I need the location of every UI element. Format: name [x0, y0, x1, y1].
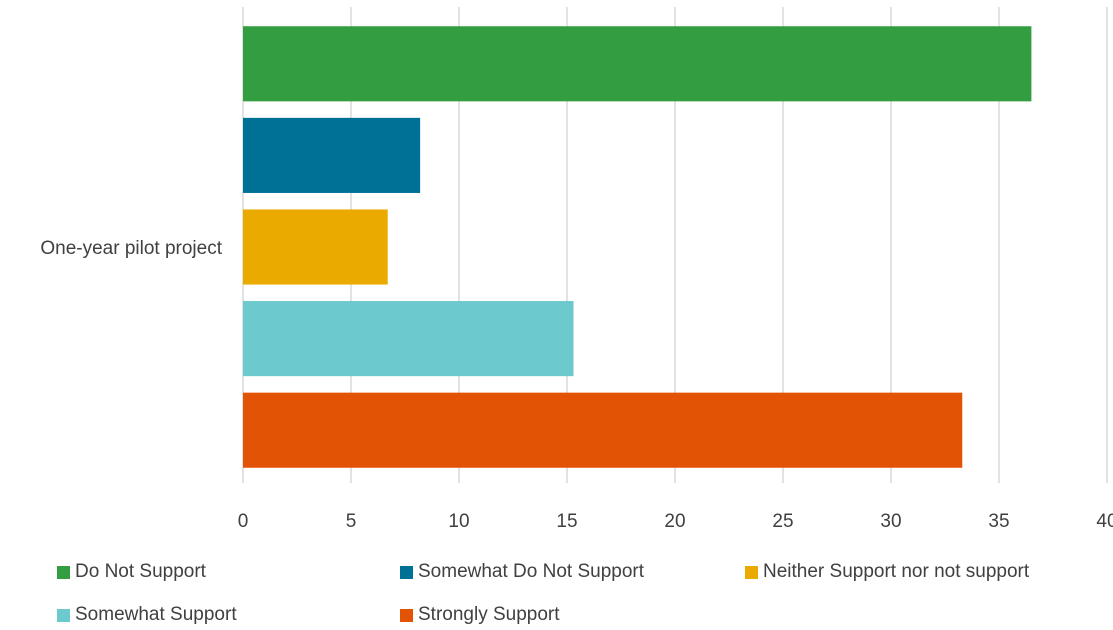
x-tick-label: 40	[1096, 511, 1113, 532]
x-tick-label: 5	[346, 511, 357, 532]
x-tick-label: 30	[880, 511, 901, 532]
bar-strongly-support[interactable]	[243, 392, 963, 468]
bar-somewhat-support[interactable]	[243, 301, 574, 377]
bar-somewhat-do-not-support[interactable]	[243, 117, 421, 193]
bar-do-not-support[interactable]	[243, 26, 1032, 102]
x-tick-label: 15	[556, 511, 577, 532]
x-tick-label: 10	[448, 511, 469, 532]
x-tick-label: 35	[988, 511, 1009, 532]
bar-neither-support-nor-not-support[interactable]	[243, 209, 388, 285]
x-tick-label: 20	[664, 511, 685, 532]
x-tick-label: 25	[772, 511, 793, 532]
x-tick-label: 0	[238, 511, 249, 532]
bars	[243, 26, 1032, 468]
category-label: One-year pilot project	[40, 238, 222, 259]
x-axis-tick-labels: 0 5 10 15 20 25 30 35 40	[238, 511, 1113, 532]
